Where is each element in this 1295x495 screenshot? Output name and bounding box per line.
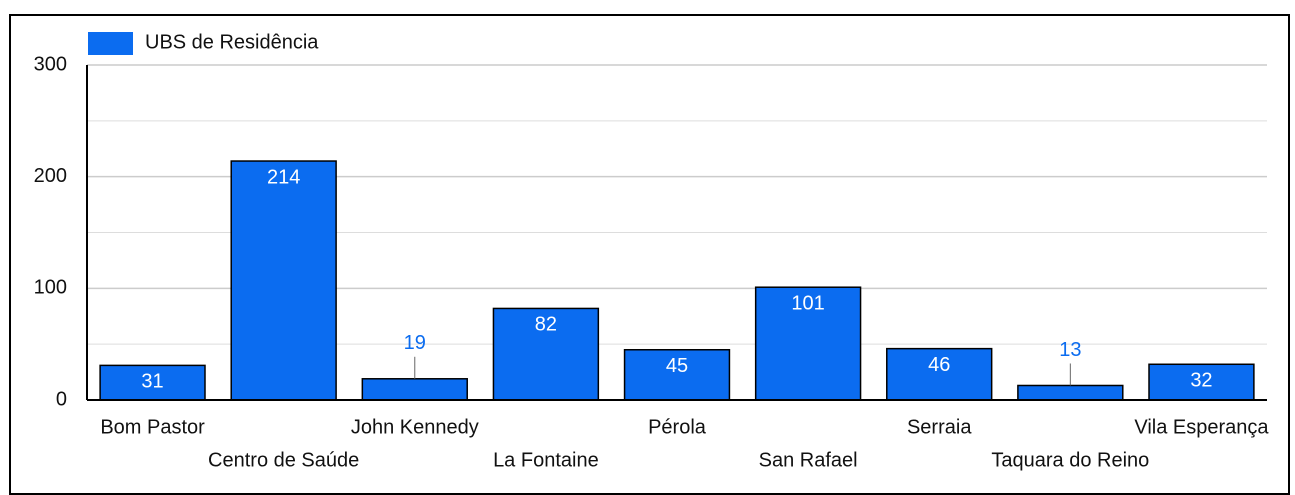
y-tick-label: 300 [34, 53, 67, 75]
data-label: 13 [1059, 339, 1081, 361]
frame [9, 14, 1290, 495]
bar [1148, 363, 1255, 401]
x-tick-label: Bom Pastor [100, 416, 205, 438]
x-tick-label: Pérola [648, 416, 707, 438]
x-tick-label: Serraia [907, 416, 972, 438]
bar [230, 160, 337, 401]
x-tick-label: La Fontaine [493, 449, 599, 471]
data-label: 101 [791, 292, 824, 314]
x-tick-label: Vila Esperança [1134, 416, 1269, 438]
data-label: 45 [666, 355, 688, 377]
x-tick-label: San Rafael [759, 449, 858, 471]
bar [361, 378, 468, 401]
bar [886, 347, 993, 401]
x-tick-label: John Kennedy [351, 416, 479, 438]
data-label: 32 [1190, 370, 1212, 392]
bar [1017, 384, 1124, 401]
data-label: 19 [404, 332, 426, 354]
data-label: 31 [141, 371, 163, 393]
y-tick-label: 100 [34, 277, 67, 299]
data-label: 82 [535, 314, 557, 336]
legend-label: UBS de Residência [145, 31, 319, 53]
x-tick-label: Centro de Saúde [208, 449, 359, 471]
data-label: 214 [267, 166, 300, 188]
legend-swatch [88, 32, 133, 55]
x-tick-label: Taquara do Reino [991, 449, 1149, 471]
y-tick-label: 200 [34, 165, 67, 187]
data-label: 46 [928, 354, 950, 376]
y-tick-label: 0 [56, 388, 67, 410]
